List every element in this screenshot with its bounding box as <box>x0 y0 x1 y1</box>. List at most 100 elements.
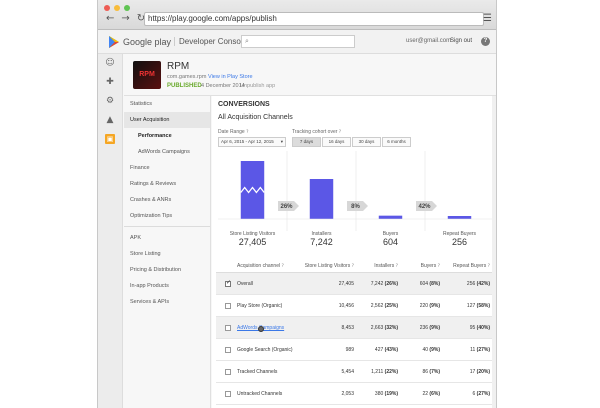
browser-chrome: ← → ↻ https://play.google.com/apps/publi… <box>98 0 496 30</box>
search-icon: ⌕ <box>245 37 249 45</box>
conversion-funnel-chart: 26% 8% 42% <box>218 151 494 231</box>
cell-buyers: 220 (9%) <box>419 303 440 309</box>
sidebar-item-apk[interactable]: APK <box>130 235 142 241</box>
table-row[interactable]: Tracked Channels 5,454 1,211 (22%) 86 (7%) 1… <box>216 361 496 383</box>
view-in-play-store-link[interactable]: View in Play Store <box>208 74 253 80</box>
back-icon[interactable]: ← <box>106 13 115 24</box>
publish-date: 4 December 2014 <box>201 83 245 89</box>
cell-installers: 2,562 (25%) <box>370 303 398 309</box>
alert-icon[interactable]: ▲ <box>106 115 114 125</box>
header-installers[interactable]: Installers ? <box>374 263 398 269</box>
cell-installers: 2,663 (32%) <box>370 325 398 331</box>
cell-visitors: 8,453 <box>341 325 354 331</box>
row-checkbox[interactable] <box>225 303 231 309</box>
cell-buyers: 22 (6%) <box>422 391 440 397</box>
funnel-stat-value: 256 <box>451 237 468 247</box>
sidebar-item-pricing-distribution[interactable]: Pricing & Distribution <box>130 267 182 273</box>
cell-visitors: 989 <box>345 347 354 353</box>
cohort-label: Tracking cohort over ? <box>292 129 342 135</box>
cell-installers: 427 (43%) <box>374 347 398 353</box>
browser-menu-icon[interactable]: ☰ <box>483 13 492 24</box>
window-controls <box>104 5 130 11</box>
app-header: RPM RPM com.games.rpm View in Play Store… <box>124 54 496 96</box>
forward-icon[interactable]: → <box>121 13 130 24</box>
cell-repeat-buyers: 256 (42%) <box>466 281 490 287</box>
cell-installers: 380 (19%) <box>374 391 398 397</box>
channel-name: Tracked Channels <box>237 369 278 375</box>
main-content: CONVERSIONS All Acquisition Channels Dat… <box>212 96 496 408</box>
google-play-logo-icon[interactable] <box>108 36 120 48</box>
sidebar-item-user-acquisition[interactable]: User Acquisition <box>124 112 210 128</box>
row-checkbox[interactable] <box>225 369 231 375</box>
sidebar-item-performance[interactable]: Performance <box>138 133 172 139</box>
android-icon[interactable]: ☺ <box>105 58 115 68</box>
info-icon: ? <box>395 264 398 269</box>
sidebar-item-store-listing[interactable]: Store Listing <box>130 251 161 257</box>
games-icon[interactable]: ✚ <box>106 77 114 87</box>
scrollbar[interactable] <box>492 96 496 408</box>
sidebar-item-crashes-anrs[interactable]: Crashes & ANRs <box>130 197 172 203</box>
funnel-stat-value: 7,242 <box>310 237 333 247</box>
channel-name: Untracked Channels <box>237 391 283 397</box>
sidebar-item-finance[interactable]: Finance <box>130 165 150 171</box>
conversion-rate-arrow-2: 42% <box>416 201 437 211</box>
info-icon: ? <box>246 130 249 135</box>
chart-bar-2 <box>378 215 403 219</box>
row-checkbox[interactable] <box>225 325 231 331</box>
info-icon: ? <box>437 264 440 269</box>
table-row[interactable]: Play Store (Organic) 10,456 2,562 (25%) 220… <box>216 295 496 317</box>
table-row[interactable]: Untracked Channels 2,053 380 (19%) 22 (6%) 6… <box>216 383 496 405</box>
app-package: com.games.rpm <box>167 74 207 80</box>
help-icon[interactable]: ? <box>481 37 490 46</box>
sidebar-item-services-apis[interactable]: Services & APIs <box>130 299 170 305</box>
app-icon[interactable]: ▣ <box>105 134 115 144</box>
cohort-30-days-button[interactable]: 30 days <box>352 137 381 147</box>
maximize-window-button[interactable] <box>124 5 130 11</box>
table-body: Overall 27,405 7,242 (26%) 604 (8%) 256 (42%… <box>216 273 496 405</box>
funnel-stat: Installers 7,242 <box>287 231 357 247</box>
channel-name: Google Search (Organic) <box>237 347 293 353</box>
channel-name: Play Store (Organic) <box>237 303 283 309</box>
conversion-rate-label: 8% <box>351 204 360 210</box>
chevron-down-icon: ▾ <box>280 139 283 144</box>
header-buyers[interactable]: Buyers ? <box>420 263 440 269</box>
unpublish-link[interactable]: Unpublish app <box>240 83 276 89</box>
cohort-7-days-button[interactable]: 7 days <box>292 137 321 147</box>
date-range-label: Date Range ? <box>218 129 249 135</box>
table-row[interactable]: Overall 27,405 7,242 (26%) 604 (8%) 256 (42%… <box>216 273 496 295</box>
sidebar-item-in-app-products[interactable]: In-app Products <box>130 283 169 289</box>
row-checkbox[interactable] <box>225 347 231 353</box>
header-visitors[interactable]: Store Listing Visitors ? <box>304 263 354 269</box>
cell-buyers: 86 (7%) <box>422 369 440 375</box>
header-repeat-buyers[interactable]: Repeat Buyers ? <box>453 263 490 269</box>
sign-out-link[interactable]: Sign out <box>450 38 473 44</box>
section-title: CONVERSIONS <box>218 101 270 108</box>
close-window-button[interactable] <box>104 5 110 11</box>
table-row[interactable]: Google Search (Organic) 989 427 (43%) 40 (9… <box>216 339 496 361</box>
date-range-picker[interactable]: Apr 6, 2015 - Apr 12, 2015 ▾ <box>218 137 286 147</box>
cell-repeat-buyers: 11 (27%) <box>470 347 490 353</box>
sidebar-item-adwords-campaigns[interactable]: AdWords Campaigns <box>138 149 190 155</box>
funnel-stats: Store Listing Visitors 27,405 Installers 7,… <box>218 231 494 255</box>
table-header: Acquisition channel ? Store Listing Visi… <box>216 259 496 273</box>
status-badge: PUBLISHED <box>167 83 202 89</box>
table-row[interactable]: AdWords Campaigns 8,453 2,663 (32%) 236 (9%… <box>216 317 496 339</box>
reload-icon[interactable]: ↻ <box>136 13 146 24</box>
cell-buyers: 604 (8%) <box>419 281 440 287</box>
console-header: Google play Developer Console ⌕ user@gma… <box>98 30 496 54</box>
address-bar[interactable]: https://play.google.com/apps/publish <box>144 12 484 26</box>
sidebar-item-optimization-tips[interactable]: Optimization Tips <box>130 213 173 219</box>
row-checkbox[interactable] <box>225 279 231 287</box>
gear-icon[interactable]: ⚙ <box>105 96 115 106</box>
cell-repeat-buyers: 95 (40%) <box>469 325 490 331</box>
sidebar-item-statistics[interactable]: Statistics <box>130 101 153 107</box>
sidebar-item-ratings-reviews[interactable]: Ratings & Reviews <box>130 181 177 187</box>
search-input[interactable]: ⌕ <box>241 35 355 48</box>
cohort-16-days-button[interactable]: 16 days <box>322 137 351 147</box>
user-email: user@gmail.com <box>406 38 452 44</box>
minimize-window-button[interactable] <box>114 5 120 11</box>
app-thumbnail: RPM <box>133 61 161 89</box>
row-checkbox[interactable] <box>225 391 231 397</box>
funnel-stat: Buyers 604 <box>356 231 426 247</box>
cohort-6-months-button[interactable]: 6 months <box>382 137 411 147</box>
